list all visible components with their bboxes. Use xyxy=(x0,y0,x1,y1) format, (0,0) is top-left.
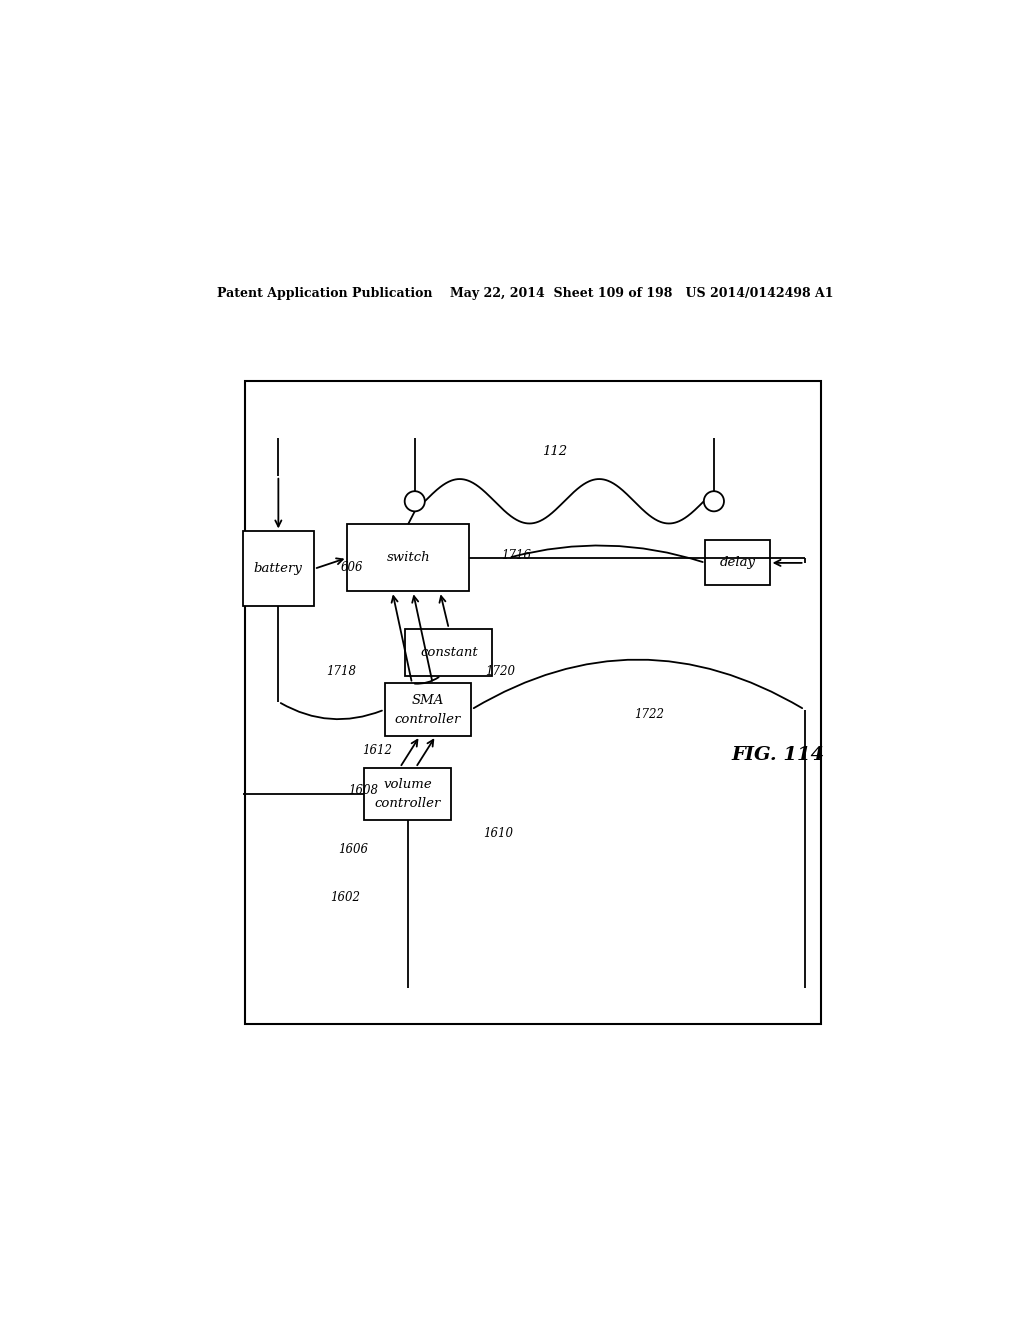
Text: delay: delay xyxy=(720,557,756,569)
Bar xyxy=(243,532,314,606)
Bar xyxy=(406,628,493,676)
Text: 1612: 1612 xyxy=(362,744,392,756)
Text: battery: battery xyxy=(254,562,303,576)
Text: 1718: 1718 xyxy=(327,664,356,677)
Bar xyxy=(706,540,770,586)
Text: controller: controller xyxy=(394,713,461,726)
Text: Patent Application Publication    May 22, 2014  Sheet 109 of 198   US 2014/01424: Patent Application Publication May 22, 2… xyxy=(216,288,834,300)
Text: SMA: SMA xyxy=(412,694,444,706)
Text: 112: 112 xyxy=(543,445,567,458)
Bar xyxy=(365,768,452,820)
Text: 1608: 1608 xyxy=(348,784,379,796)
Text: switch: switch xyxy=(386,552,430,564)
Text: FIG. 114: FIG. 114 xyxy=(731,746,824,764)
Bar xyxy=(385,684,471,735)
Text: 1716: 1716 xyxy=(501,549,531,562)
Text: 1602: 1602 xyxy=(331,891,360,904)
Text: 1606: 1606 xyxy=(338,843,369,857)
Text: 1722: 1722 xyxy=(634,709,665,721)
Text: 1720: 1720 xyxy=(485,664,515,677)
Bar xyxy=(246,381,821,1024)
Text: controller: controller xyxy=(375,797,441,809)
Text: 1610: 1610 xyxy=(483,828,513,841)
Text: constant: constant xyxy=(420,645,478,659)
Text: volume: volume xyxy=(383,777,432,791)
Text: 606: 606 xyxy=(341,561,364,574)
Bar xyxy=(347,524,469,591)
